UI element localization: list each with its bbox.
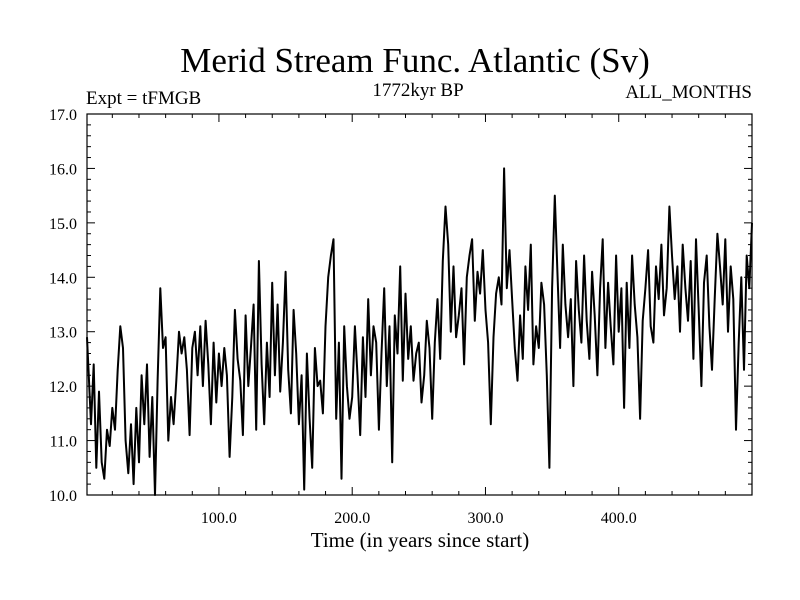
x-tick-label: 300.0 xyxy=(467,510,503,527)
chart-subtitle-left: Expt = tFMGB xyxy=(86,88,201,109)
y-tick-label: 10.0 xyxy=(49,488,77,505)
x-tick-label: 400.0 xyxy=(601,510,637,527)
y-tick-label: 12.0 xyxy=(49,379,77,396)
x-axis: 100.0 200.0 300.0 400.0 xyxy=(111,114,726,527)
y-axis: 10.0 11.0 12.0 13.0 14.0 15.0 16.0 17.0 xyxy=(49,107,752,505)
y-tick-label: 15.0 xyxy=(49,216,77,233)
y-tick-label: 14.0 xyxy=(49,270,77,287)
x-tick-label: 100.0 xyxy=(201,510,237,527)
chart-subtitle-right: ALL_MONTHS xyxy=(625,82,752,103)
x-tick-label: 200.0 xyxy=(334,510,370,527)
plot-frame xyxy=(86,113,753,496)
y-tick-label: 16.0 xyxy=(49,161,77,178)
y-tick-label: 17.0 xyxy=(49,107,77,124)
x-axis-label: Time (in years since start) xyxy=(311,528,530,552)
chart-subtitle-center: 1772kyr BP xyxy=(372,80,463,101)
y-tick-label: 13.0 xyxy=(49,325,77,342)
series-line-atlantic-msf xyxy=(86,167,753,496)
y-tick-label: 11.0 xyxy=(50,434,77,451)
chart-title: Merid Stream Func. Atlantic (Sv) xyxy=(180,41,650,80)
